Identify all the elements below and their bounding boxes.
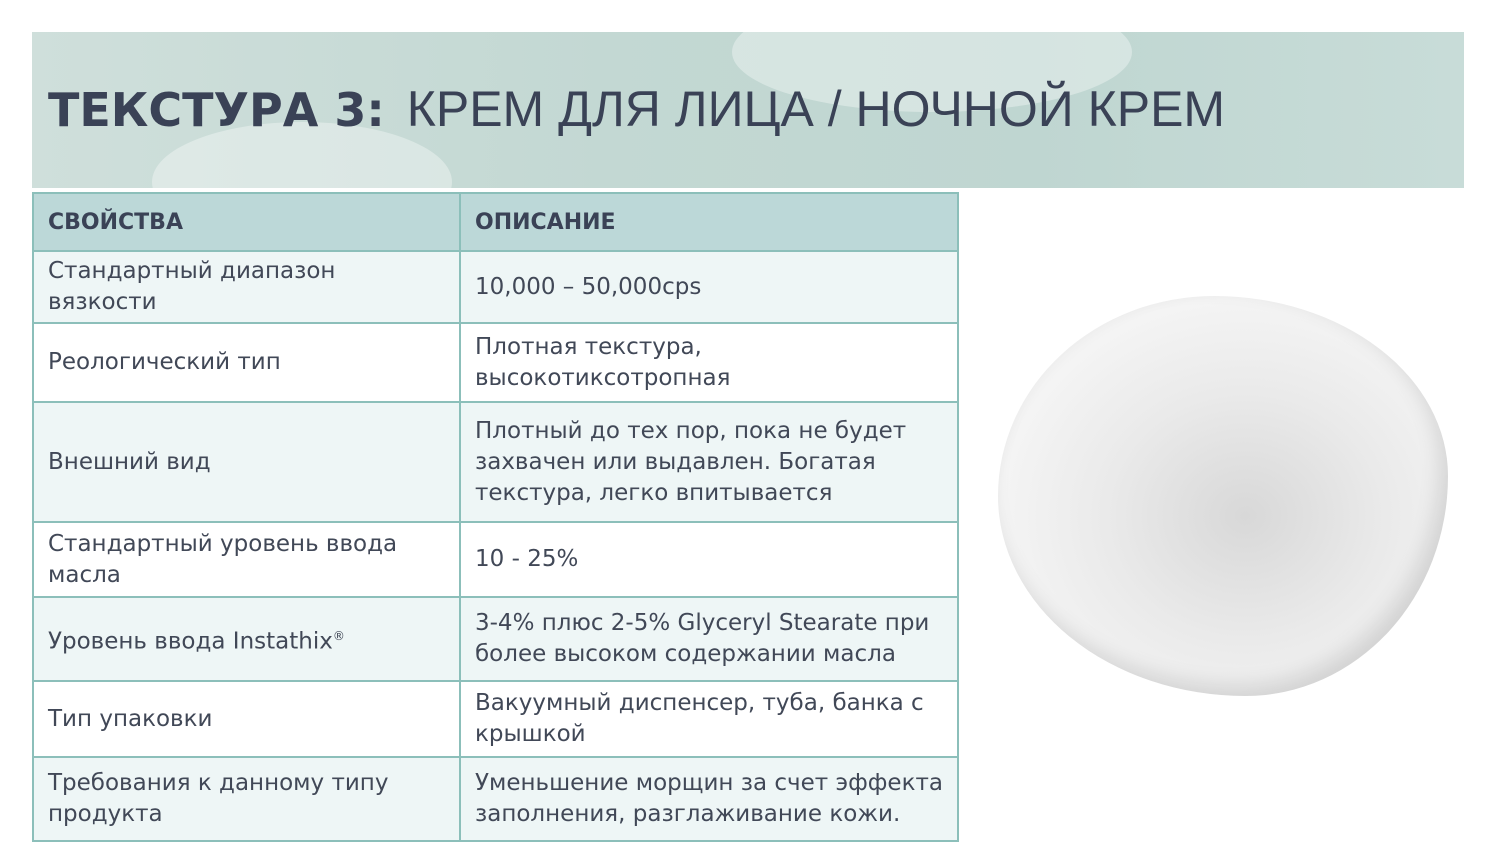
property-cell: Требования к данному типу продукта bbox=[32, 756, 461, 842]
description-cell: 10 - 25% bbox=[459, 521, 959, 598]
description-cell: 10,000 – 50,000cps bbox=[459, 250, 959, 324]
table-row: Внешний вид Плотный до тех пор, пока не б… bbox=[32, 401, 959, 523]
description-cell: Плотный до тех пор, пока не будет захвач… bbox=[459, 401, 959, 523]
table-row: Уровень ввода Instathix® 3-4% плюс 2-5% G… bbox=[32, 596, 959, 682]
properties-table: СВОЙСТВА ОПИСАНИЕ Стандартный диапазон вя… bbox=[32, 192, 959, 842]
property-cell: Реологический тип bbox=[32, 322, 461, 403]
table-row: Стандартный уровень ввода масла 10 - 25% bbox=[32, 521, 959, 598]
description-cell: Вакуумный диспенсер, туба, банка с крышк… bbox=[459, 680, 959, 758]
title-rest: КРЕМ ДЛЯ ЛИЦА / НОЧНОЙ КРЕМ bbox=[406, 81, 1226, 137]
page-title: ТЕКСТУРА 3: КРЕМ ДЛЯ ЛИЦА / НОЧНОЙ КРЕМ bbox=[48, 80, 1225, 138]
registered-mark: ® bbox=[332, 628, 345, 643]
description-cell: Уменьшение морщин за счет эффекта заполн… bbox=[459, 756, 959, 842]
table-row: Требования к данному типу продукта Уменьш… bbox=[32, 756, 959, 842]
header-properties: СВОЙСТВА bbox=[32, 192, 461, 252]
cream-swatch-image bbox=[998, 296, 1448, 696]
table-row: Тип упаковки Вакуумный диспенсер, туба, б… bbox=[32, 680, 959, 758]
title-banner: ТЕКСТУРА 3: КРЕМ ДЛЯ ЛИЦА / НОЧНОЙ КРЕМ bbox=[32, 32, 1464, 188]
description-cell: Плотная текстура, высокотиксотропная bbox=[459, 322, 959, 403]
property-cell: Стандартный диапазон вязкости bbox=[32, 250, 461, 324]
header-description: ОПИСАНИЕ bbox=[459, 192, 959, 252]
table-row: Реологический тип Плотная текстура, высок… bbox=[32, 322, 959, 403]
table-row: Стандартный диапазон вязкости 10,000 – 50… bbox=[32, 250, 959, 324]
property-cell: Стандартный уровень ввода масла bbox=[32, 521, 461, 598]
property-cell: Внешний вид bbox=[32, 401, 461, 523]
table-header: СВОЙСТВА ОПИСАНИЕ bbox=[32, 192, 959, 252]
property-cell: Уровень ввода Instathix® bbox=[32, 596, 461, 682]
property-cell: Тип упаковки bbox=[32, 680, 461, 758]
description-cell: 3-4% плюс 2-5% Glyceryl Stearate при бол… bbox=[459, 596, 959, 682]
property-text: Уровень ввода Instathix bbox=[48, 628, 333, 655]
title-bold: ТЕКСТУРА 3: bbox=[48, 83, 385, 137]
